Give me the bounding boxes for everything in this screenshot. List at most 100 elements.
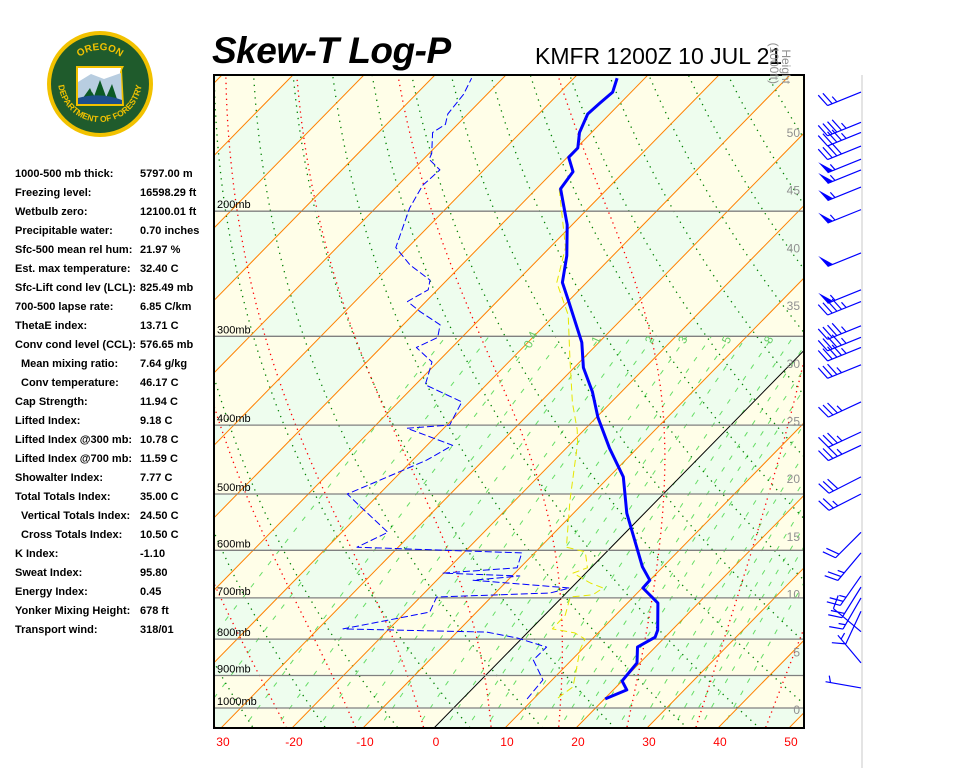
wind-barb-half-feather	[838, 622, 846, 626]
stat-label: Cross Totals Index:	[21, 529, 123, 541]
pressure-label: 800mb	[217, 627, 251, 639]
temperature-profile-line	[559, 77, 660, 701]
stat-label: Wetbulb zero:	[15, 206, 88, 218]
wind-barb	[817, 322, 862, 340]
wind-barb-half-feather	[837, 569, 845, 574]
wind-barb-feather	[827, 336, 838, 348]
isotherm-line	[214, 75, 578, 447]
wind-barb-feather	[827, 145, 838, 157]
wind-barb-half-feather	[841, 337, 847, 344]
background-band	[0, 425, 21, 494]
wind-barb-half-feather	[828, 675, 832, 683]
background-band	[947, 425, 960, 494]
wind-barb-feather	[827, 402, 838, 414]
stat-value: 11.94 C	[140, 396, 178, 408]
stat-label: Total Totals Index:	[15, 491, 111, 503]
stat-label: Sfc-Lift cond lev (LCL):	[15, 282, 136, 294]
stat-value: 35.00 C	[140, 491, 179, 503]
stat-label: Sfc-500 mean rel hum:	[15, 244, 133, 256]
background-band	[292, 708, 383, 728]
height-tick-label: 30	[787, 357, 801, 371]
background-band	[0, 550, 40, 598]
wind-barb-shaft	[827, 252, 862, 268]
background-band	[537, 494, 664, 551]
wind-barb-feather	[827, 121, 838, 133]
background-band	[0, 211, 88, 336]
wind-barb-feather	[822, 338, 833, 350]
wind-barb-feather	[817, 340, 829, 352]
wind-barb-feather	[822, 326, 833, 338]
wind-barb	[818, 476, 862, 494]
background-band	[917, 550, 960, 598]
isotherm-line	[214, 75, 365, 229]
stat-value: 825.49 mb	[140, 282, 194, 294]
background-band	[818, 211, 960, 336]
pressure-label: 900mb	[217, 663, 251, 675]
isotherm-line	[291, 204, 804, 728]
wind-barb-feather	[831, 322, 842, 335]
stat-value: 678 ft	[140, 605, 169, 617]
background-band	[324, 494, 451, 551]
background-band	[0, 336, 108, 425]
wind-barb	[818, 209, 862, 224]
background-band	[443, 75, 648, 212]
stat-value: 5797.00 m	[140, 168, 193, 180]
stat-label: Vertical Totals Index:	[21, 510, 131, 522]
dry-adiabat-line	[804, 0, 960, 737]
wind-barb-feather	[822, 92, 833, 105]
dewpoint-profile-line	[342, 77, 571, 700]
mixing-ratio-line	[538, 336, 794, 728]
stat-value: 21.97 %	[140, 244, 181, 256]
isobars	[214, 210, 804, 709]
wind-barb-feather	[832, 595, 839, 609]
isotherm-line	[214, 75, 791, 664]
stat-label: Transport wind:	[15, 624, 98, 636]
background-band	[0, 211, 17, 336]
mixing-ratio-line	[699, 545, 804, 728]
background-band	[214, 639, 309, 676]
background-band	[592, 425, 731, 495]
background-band	[703, 550, 804, 598]
background-band	[462, 211, 657, 337]
background-band	[517, 336, 676, 426]
wind-barb-feather	[827, 571, 842, 578]
wind-barb-shaft	[842, 597, 862, 630]
wind-barb-feather	[831, 143, 842, 155]
background-bands	[0, 75, 960, 728]
moist-adiabat-line	[225, 75, 425, 728]
height-tick-label: 25	[787, 415, 801, 429]
background-band	[304, 336, 463, 426]
background-band	[453, 675, 557, 708]
stat-label: Cap Strength:	[15, 396, 88, 408]
mixing-ratio-line	[672, 503, 804, 728]
background-band	[595, 675, 699, 708]
background-band	[734, 597, 804, 640]
background-band	[608, 494, 735, 551]
wind-barb-shaft	[827, 300, 862, 316]
background-band	[253, 494, 380, 551]
temperature-tick-label: 20	[571, 735, 585, 749]
background-band	[951, 675, 960, 708]
wind-barb-feather	[827, 324, 838, 337]
mixing-ratio-line	[214, 335, 490, 699]
background-band	[40, 494, 166, 550]
logo-top-text: OREGON	[75, 42, 125, 60]
wind-barb-feather	[831, 642, 846, 645]
isotherm-line	[214, 75, 649, 519]
background-band	[873, 336, 960, 425]
stat-label: Lifted Index:	[15, 415, 81, 427]
wind-barb-half-feather	[839, 594, 847, 598]
stat-label: Mean mixing ratio:	[21, 358, 119, 370]
wind-barb-half-feather	[840, 632, 846, 640]
wind-barb-feather	[817, 328, 829, 340]
wind-barb-shaft	[827, 131, 862, 147]
background-band	[214, 675, 273, 708]
stat-label: Freezing level:	[15, 187, 92, 199]
isotherm-line	[214, 75, 720, 591]
pressure-label: 200mb	[217, 199, 251, 211]
station-time-title: KMFR 1200Z 10 JUL 21	[535, 43, 783, 69]
background-band	[301, 75, 506, 212]
background-band	[311, 675, 415, 708]
wind-barb-feather	[829, 626, 844, 630]
